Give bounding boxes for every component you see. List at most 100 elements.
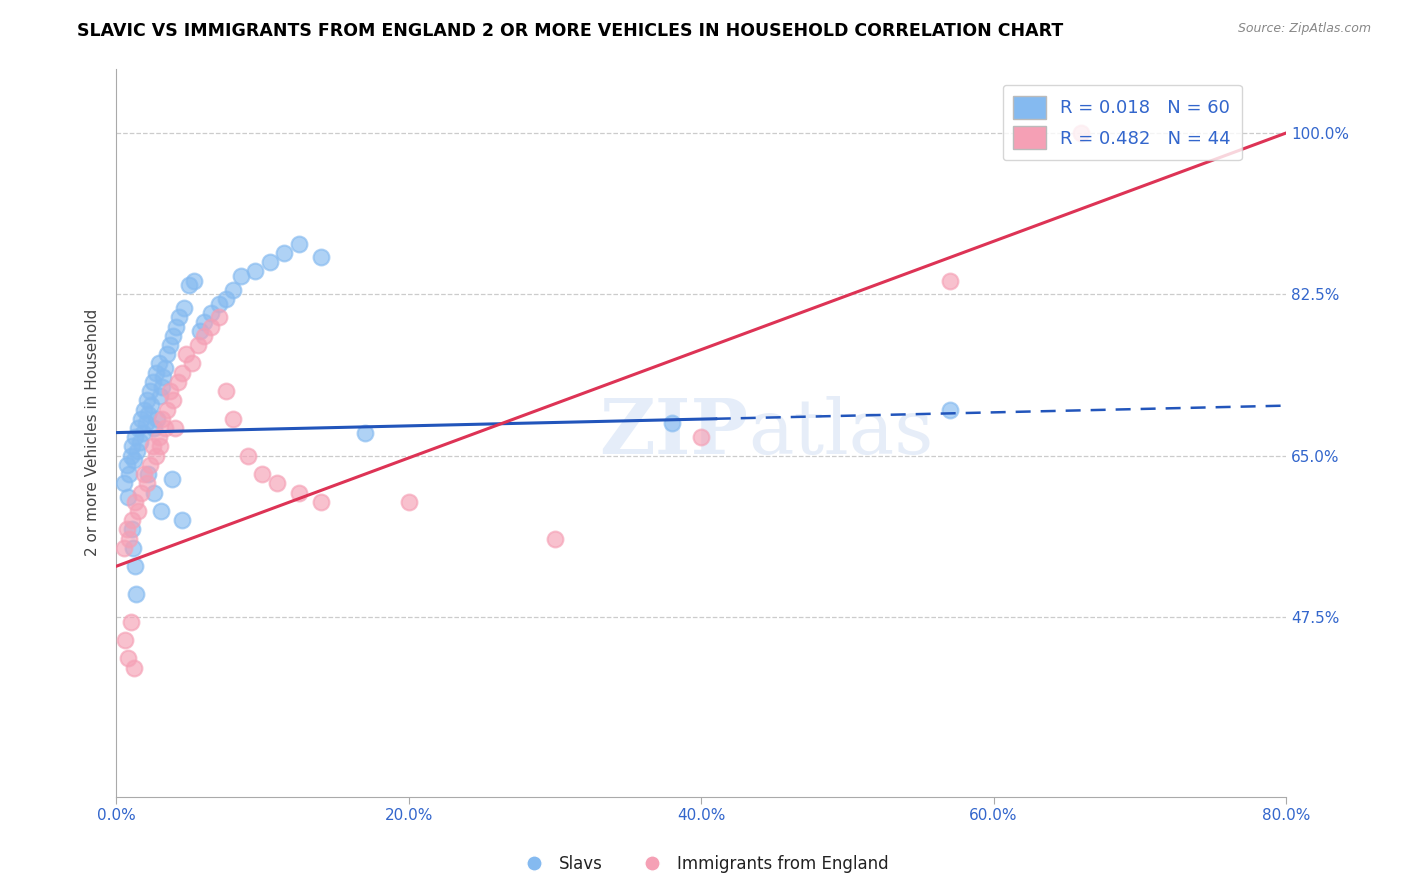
Text: ZIP: ZIP: [599, 395, 748, 469]
Point: [124, 430, 146, 444]
Point: [193, 328, 215, 343]
Point: [118, 532, 141, 546]
Point: [150, 379, 173, 393]
Point: [121, 513, 143, 527]
Point: [162, 328, 184, 343]
Point: [243, 264, 266, 278]
Point: [118, 467, 141, 481]
Point: [215, 292, 238, 306]
Legend: R = 0.018   N = 60, R = 0.482   N = 44: R = 0.018 N = 60, R = 0.482 N = 44: [1002, 85, 1241, 161]
Y-axis label: 2 or more Vehicles in Household: 2 or more Vehicles in Household: [86, 309, 100, 557]
Text: atlas: atlas: [748, 395, 934, 469]
Point: [141, 398, 163, 412]
Point: [114, 632, 136, 647]
Point: [181, 356, 204, 370]
Point: [200, 306, 222, 320]
Point: [149, 439, 172, 453]
Point: [145, 449, 167, 463]
Point: [183, 273, 205, 287]
Point: [139, 458, 162, 472]
Point: [252, 467, 274, 481]
Point: [938, 402, 960, 417]
Point: [117, 651, 139, 665]
Point: [122, 541, 145, 555]
Point: [187, 338, 209, 352]
Point: [309, 494, 332, 508]
Point: [153, 361, 176, 376]
Point: [166, 375, 188, 389]
Point: [138, 407, 160, 421]
Point: [152, 370, 174, 384]
Point: [938, 273, 960, 287]
Point: [142, 439, 165, 453]
Text: SLAVIC VS IMMIGRANTS FROM ENGLAND 2 OR MORE VEHICLES IN HOUSEHOLD CORRELATION CH: SLAVIC VS IMMIGRANTS FROM ENGLAND 2 OR M…: [77, 22, 1063, 40]
Point: [136, 393, 159, 408]
Point: [128, 434, 150, 449]
Point: [136, 476, 159, 491]
Point: [120, 449, 142, 463]
Point: [131, 425, 153, 440]
Point: [215, 384, 238, 398]
Point: [309, 251, 332, 265]
Point: [150, 411, 173, 425]
Point: [229, 268, 252, 283]
Point: [142, 485, 165, 500]
Point: [544, 532, 567, 546]
Point: [127, 421, 149, 435]
Point: [125, 444, 148, 458]
Point: [148, 356, 170, 370]
Point: [163, 421, 186, 435]
Point: [176, 347, 198, 361]
Point: [122, 660, 145, 674]
Point: [159, 338, 181, 352]
Legend: Slavs, Immigrants from England: Slavs, Immigrants from England: [510, 848, 896, 880]
Point: [259, 255, 281, 269]
Point: [193, 315, 215, 329]
Point: [153, 421, 176, 435]
Point: [200, 319, 222, 334]
Point: [127, 504, 149, 518]
Point: [353, 425, 375, 440]
Point: [143, 421, 166, 435]
Point: [146, 411, 169, 425]
Point: [222, 411, 245, 425]
Point: [160, 472, 183, 486]
Point: [134, 417, 156, 431]
Point: [170, 366, 193, 380]
Point: [207, 296, 229, 310]
Point: [222, 283, 245, 297]
Point: [149, 389, 172, 403]
Point: [1070, 126, 1092, 140]
Point: [129, 411, 152, 425]
Point: [124, 494, 146, 508]
Point: [122, 453, 145, 467]
Point: [170, 513, 193, 527]
Point: [288, 485, 311, 500]
Point: [159, 384, 181, 398]
Point: [117, 490, 139, 504]
Point: [142, 375, 165, 389]
Point: [145, 366, 167, 380]
Point: [661, 417, 683, 431]
Point: [132, 402, 155, 417]
Point: [136, 467, 159, 481]
Point: [236, 449, 259, 463]
Point: [149, 504, 172, 518]
Point: [398, 494, 420, 508]
Point: [266, 476, 288, 491]
Point: [162, 393, 184, 408]
Point: [690, 430, 713, 444]
Point: [167, 310, 190, 325]
Point: [124, 559, 146, 574]
Point: [120, 615, 142, 629]
Point: [121, 439, 143, 453]
Point: [132, 467, 155, 481]
Point: [207, 310, 229, 325]
Point: [179, 278, 201, 293]
Point: [115, 522, 138, 536]
Text: Source: ZipAtlas.com: Source: ZipAtlas.com: [1237, 22, 1371, 36]
Point: [156, 402, 179, 417]
Point: [188, 324, 211, 338]
Point: [156, 347, 179, 361]
Point: [148, 430, 170, 444]
